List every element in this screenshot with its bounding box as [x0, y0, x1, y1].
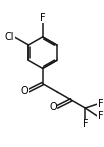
Text: Cl: Cl: [5, 32, 14, 42]
Text: O: O: [49, 102, 57, 112]
Text: F: F: [98, 111, 103, 121]
Text: O: O: [21, 86, 28, 96]
Text: F: F: [40, 13, 45, 23]
Text: F: F: [83, 119, 88, 129]
Text: F: F: [98, 99, 103, 109]
